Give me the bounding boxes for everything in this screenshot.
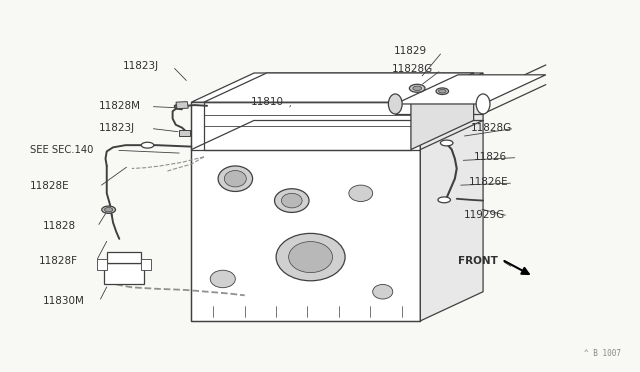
Ellipse shape (349, 185, 372, 202)
Text: FRONT: FRONT (458, 256, 498, 266)
Ellipse shape (438, 89, 446, 93)
Ellipse shape (225, 170, 246, 187)
Text: SEE SEC.140: SEE SEC.140 (30, 145, 93, 154)
Bar (191, 102, 420, 321)
Ellipse shape (218, 166, 253, 192)
Text: 11810: 11810 (251, 97, 284, 107)
Bar (141, 259, 150, 270)
Text: ^ B 1007: ^ B 1007 (584, 349, 621, 358)
Bar (97, 259, 107, 270)
Ellipse shape (282, 193, 302, 208)
Text: 11823J: 11823J (99, 123, 135, 133)
Ellipse shape (440, 140, 453, 146)
Text: 11828M: 11828M (99, 101, 141, 111)
Ellipse shape (388, 94, 402, 114)
Text: 11828: 11828 (43, 221, 76, 231)
Ellipse shape (275, 189, 309, 212)
Ellipse shape (141, 142, 154, 148)
Ellipse shape (476, 94, 490, 114)
Text: 11826E: 11826E (469, 177, 509, 187)
Polygon shape (396, 75, 546, 104)
Text: 11828G: 11828G (470, 123, 512, 133)
Polygon shape (191, 73, 483, 102)
Ellipse shape (372, 285, 393, 299)
Ellipse shape (102, 206, 116, 214)
Ellipse shape (210, 270, 236, 288)
Polygon shape (104, 263, 145, 285)
Bar (179, 130, 190, 137)
Text: 11830M: 11830M (43, 296, 84, 306)
Ellipse shape (276, 233, 345, 281)
Polygon shape (411, 73, 474, 150)
Ellipse shape (436, 88, 449, 94)
Text: 11828F: 11828F (39, 256, 78, 266)
Polygon shape (204, 73, 474, 102)
Bar (107, 251, 141, 263)
Bar (176, 102, 188, 109)
Ellipse shape (104, 208, 113, 212)
Text: 11826: 11826 (474, 152, 507, 162)
Ellipse shape (438, 197, 451, 203)
Polygon shape (420, 73, 483, 321)
Text: 11929G: 11929G (464, 210, 506, 220)
Text: 11829: 11829 (394, 46, 427, 56)
Ellipse shape (289, 241, 333, 273)
Text: 11828E: 11828E (30, 181, 70, 191)
Text: 11828G: 11828G (392, 64, 433, 74)
Ellipse shape (413, 86, 422, 90)
Text: 11823J: 11823J (122, 61, 159, 71)
Ellipse shape (410, 84, 425, 92)
